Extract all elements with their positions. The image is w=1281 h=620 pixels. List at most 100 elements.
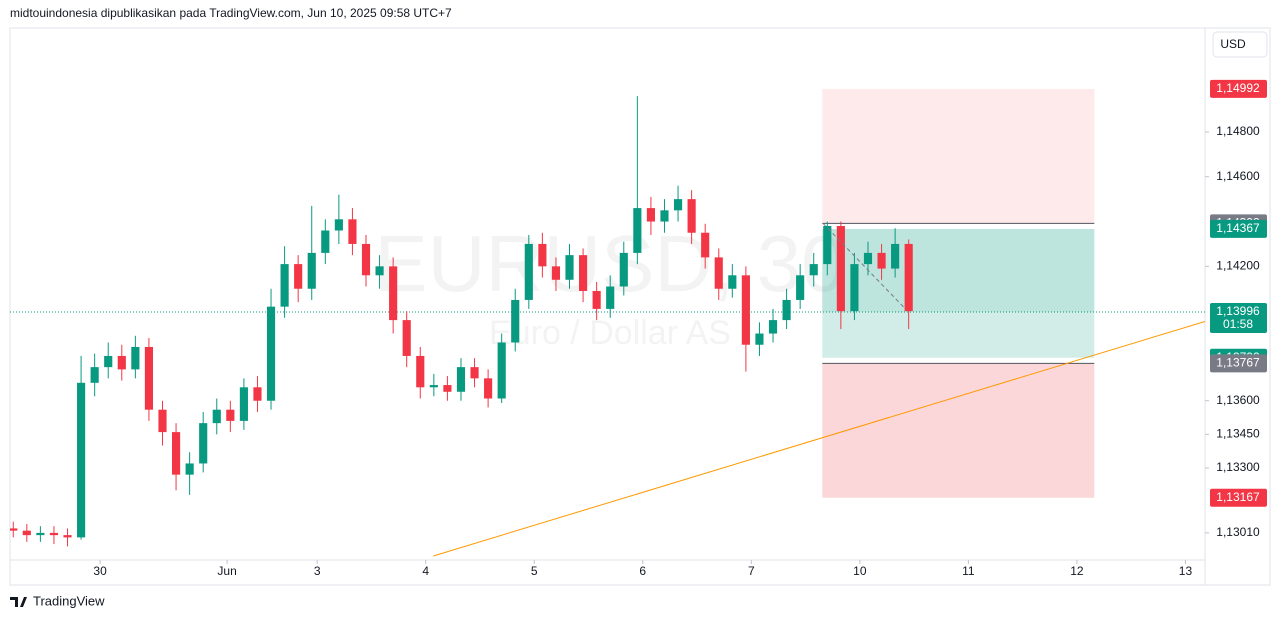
x-tick-label: 13 [1179, 564, 1193, 578]
brand-logo: TradingView [10, 593, 105, 608]
candle-body [266, 306, 276, 401]
candle-body [768, 320, 778, 334]
candle-body [307, 252, 316, 289]
candle-body [185, 463, 194, 475]
candle-body [361, 243, 371, 276]
y-tick-label: 1,14600 [1216, 169, 1260, 183]
candle-body [592, 290, 601, 309]
price-badge [1210, 488, 1267, 507]
candle-body [891, 243, 900, 269]
candle-body [646, 208, 655, 222]
candle-body [904, 243, 913, 312]
x-tick-label: 7 [748, 564, 755, 578]
candle-body [687, 199, 696, 233]
candle-body [22, 530, 31, 536]
candle-body [90, 367, 99, 383]
candle-body [673, 199, 683, 211]
currency-label[interactable]: USD [1220, 37, 1246, 51]
publish-header: midtouindonesia dipublikasikan pada Trad… [10, 6, 452, 20]
candle-body [660, 210, 669, 222]
candle-body [484, 378, 493, 399]
x-tick-label: 11 [962, 564, 975, 578]
candle-body [877, 252, 886, 269]
candle-body [551, 266, 561, 280]
candle-body [782, 299, 791, 321]
candle-body [456, 367, 466, 392]
trend-line [433, 320, 1205, 557]
candle-body [606, 286, 615, 309]
price-badge [1210, 354, 1267, 373]
candle-body [199, 423, 208, 464]
candle-body [429, 385, 438, 388]
plot-area [10, 88, 1205, 557]
x-tick-label: 10 [853, 564, 867, 578]
candle-body [809, 264, 818, 276]
position-zone [822, 88, 1095, 224]
y-tick-label: 1,13450 [1216, 427, 1260, 441]
price-badge-label: 1,13767 [1216, 355, 1260, 369]
candle-body [321, 230, 330, 253]
candle-body [10, 528, 18, 531]
candle-body [755, 333, 764, 345]
price-badge-label: 1,14992 [1216, 81, 1260, 95]
candle-body [796, 275, 805, 300]
candle-body [443, 385, 452, 392]
candle-body [36, 532, 45, 536]
candle-body [117, 355, 126, 370]
candle-body [77, 382, 86, 538]
candle-body [389, 266, 398, 321]
price-badge [1210, 219, 1267, 238]
y-tick-label: 1,14800 [1216, 124, 1260, 138]
candle-body [294, 264, 303, 289]
brand-icon [10, 597, 27, 607]
description-watermark: Euro / Dollar AS [489, 314, 731, 352]
candle-body [741, 275, 750, 345]
price-badge-label: 1,14367 [1216, 221, 1260, 235]
candle-body [470, 367, 479, 379]
candle-body [212, 409, 221, 424]
x-tick-label: 6 [639, 564, 646, 578]
candle-body [633, 208, 642, 253]
candle-body [104, 355, 113, 368]
x-tick-label: 4 [422, 564, 429, 578]
candle-body [823, 226, 832, 265]
price-countdown: 01:58 [1223, 317, 1253, 331]
chart-frame [9, 27, 1271, 586]
candle-body [226, 409, 235, 421]
candle-body [728, 275, 737, 289]
y-tick-label: 1,13010 [1216, 525, 1260, 539]
candle-body [63, 535, 72, 538]
x-tick-label: 12 [1070, 564, 1084, 578]
projection-line [822, 222, 906, 310]
price-badge-label: 1,13996 [1216, 304, 1260, 318]
currency-button[interactable] [1212, 31, 1268, 58]
candle-body [239, 387, 248, 421]
candle-body [171, 432, 181, 475]
candle-body [334, 219, 343, 231]
candle-body [158, 409, 167, 433]
x-tick-label: Jun [217, 564, 236, 578]
candle-body [511, 299, 520, 343]
x-tick-label: 5 [531, 564, 538, 578]
position-zone [822, 363, 1095, 498]
y-tick-label: 1,13300 [1216, 460, 1260, 474]
candle-body [619, 252, 628, 287]
candle-body [538, 243, 547, 267]
candle-body [402, 320, 411, 356]
candle-body [714, 257, 723, 289]
candle-body [524, 243, 533, 300]
price-badge [1210, 79, 1267, 98]
x-tick-label: 3 [314, 564, 321, 578]
brand-name: TradingView [33, 593, 105, 608]
candle-body [836, 226, 845, 312]
candle-body [497, 342, 506, 399]
candle-body [49, 532, 59, 536]
candle-body [348, 219, 357, 244]
position-zone [822, 228, 1095, 313]
x-tick-label: 30 [93, 564, 107, 578]
candle-body [850, 264, 859, 312]
candle-body [701, 232, 710, 258]
candle-body [375, 266, 384, 276]
candle-body [253, 387, 262, 401]
